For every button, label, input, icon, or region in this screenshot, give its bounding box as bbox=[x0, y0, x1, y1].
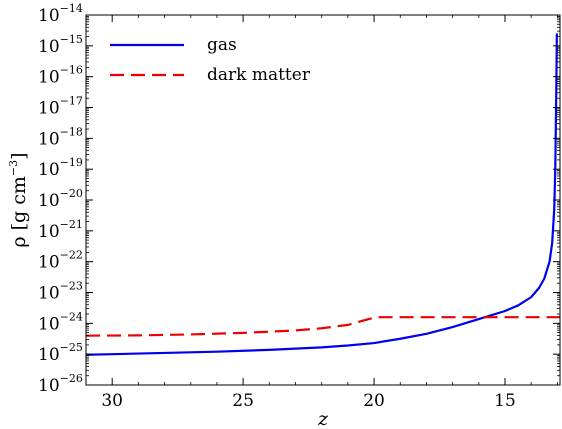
y-tick-label: 10−16 bbox=[38, 64, 83, 88]
y-axis-label: ρ [g cm−3] bbox=[7, 152, 30, 247]
y-tick-label: 10−20 bbox=[38, 187, 83, 211]
y-tick-label: 10−14 bbox=[38, 2, 83, 26]
y-tick-label: 10−19 bbox=[38, 156, 83, 180]
y-tick-label: 10−23 bbox=[38, 280, 83, 304]
y-tick-label: 10−26 bbox=[38, 372, 83, 396]
x-tick-label: 15 bbox=[494, 391, 516, 411]
legend-label-gas: gas bbox=[207, 35, 237, 55]
legend-label-dark-matter: dark matter bbox=[207, 65, 311, 85]
legend: gas dark matter bbox=[110, 35, 311, 85]
y-tick-label: 10−21 bbox=[38, 218, 83, 242]
y-tick-label: 10−24 bbox=[38, 310, 83, 334]
svg-text:ρ [g cm−3]: ρ [g cm−3] bbox=[7, 152, 30, 247]
tick-layer: 10−26 10−25 10−24 10−23 10−22 10−21 10−20 10−19… bbox=[38, 2, 560, 411]
y-tick-label: 10−22 bbox=[38, 249, 83, 273]
x-tick-label: 25 bbox=[232, 391, 254, 411]
y-tick-label: 10−17 bbox=[38, 95, 83, 119]
y-axis-label-text: ρ [g cm bbox=[8, 176, 30, 247]
y-tick-label: 10−15 bbox=[38, 33, 83, 57]
x-tick-label: 20 bbox=[363, 391, 385, 411]
y-axis-label-exp: −3 bbox=[7, 160, 20, 176]
series-line-dark-matter bbox=[85, 316, 560, 337]
series-layer bbox=[85, 33, 560, 356]
x-axis-label: z bbox=[317, 408, 329, 429]
x-tick-label: 30 bbox=[101, 391, 123, 411]
y-tick-label: 10−18 bbox=[38, 125, 83, 149]
y-axis-label-close: ] bbox=[8, 152, 30, 159]
y-tick-label: 10−25 bbox=[38, 341, 83, 365]
series-line-gas bbox=[85, 33, 558, 356]
